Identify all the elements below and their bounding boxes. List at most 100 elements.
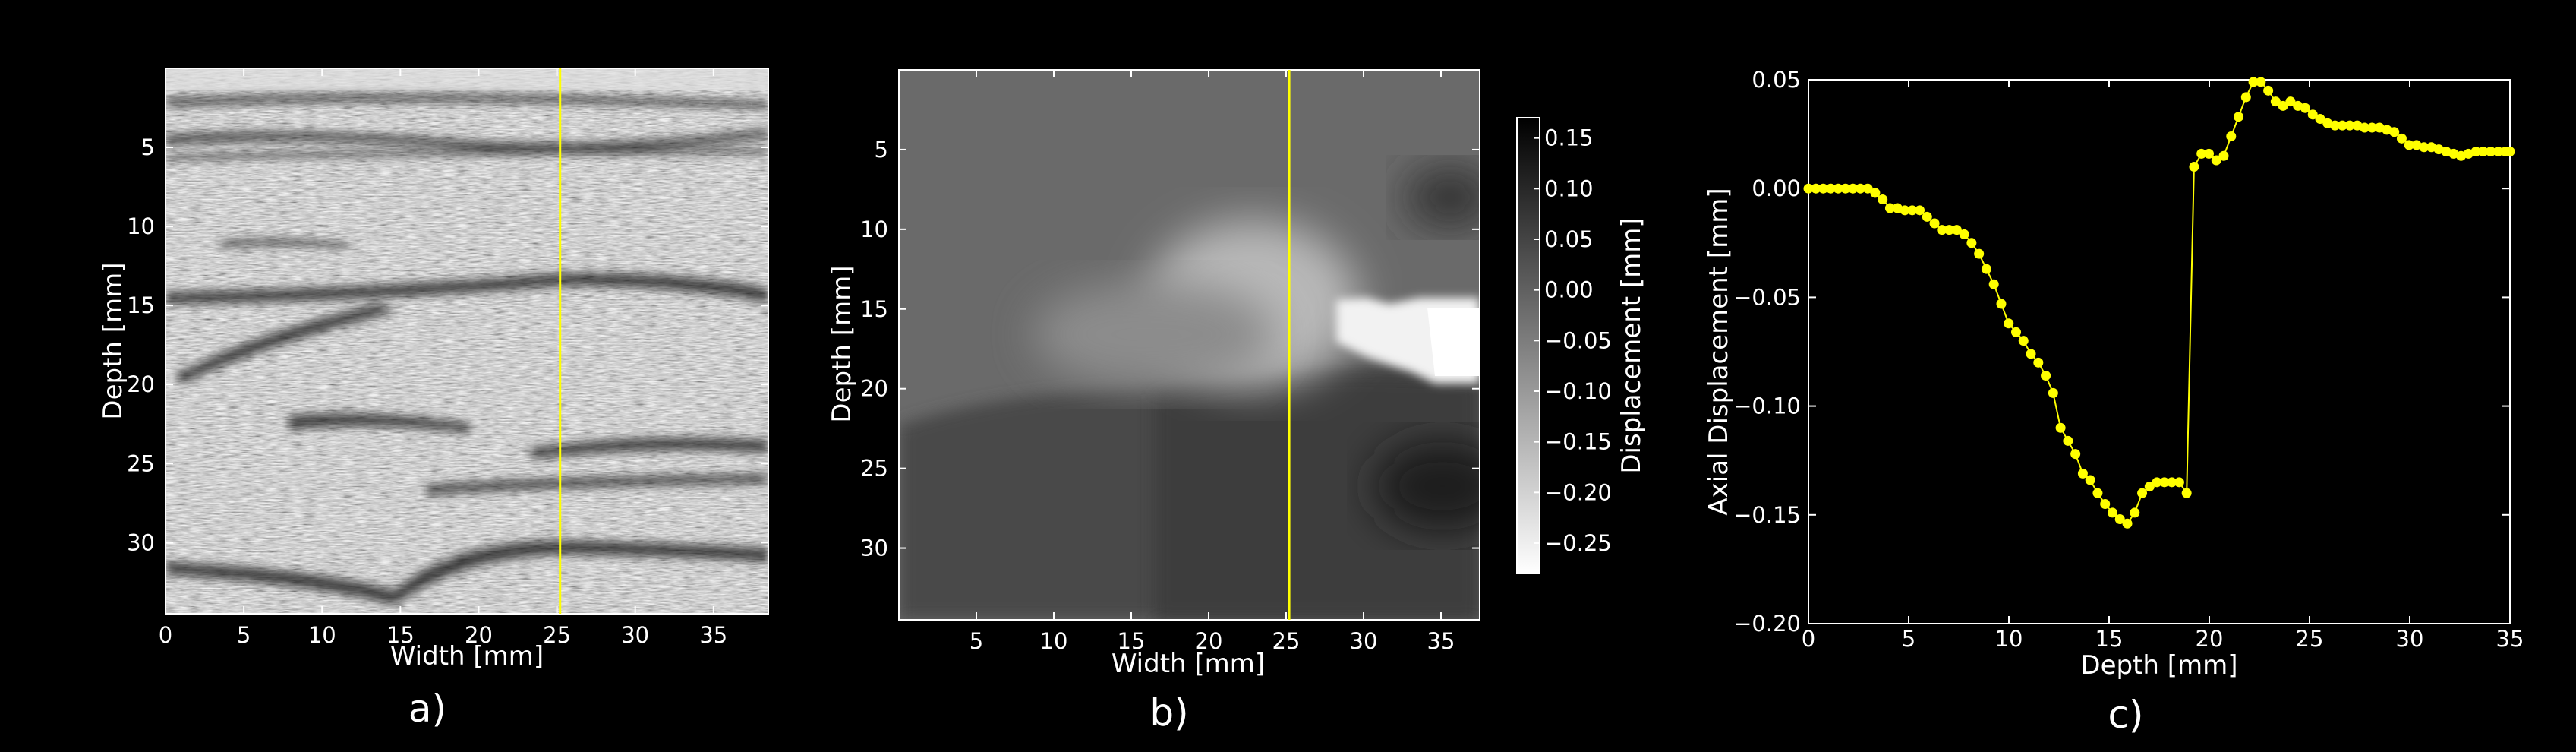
data-point [2456,150,2467,161]
x-tick-label: 35 [699,622,727,648]
y-ticks: 5 10 15 20 25 30 [860,137,1480,561]
data-point [1848,183,1859,194]
data-point [2011,327,2022,337]
data-point [1944,225,1955,235]
colorbar-tick-label: −0.10 [1544,378,1612,404]
data-point [2470,147,2481,157]
data-point [1862,183,1873,194]
data-point [2211,155,2221,166]
x-ticks: 0 5 10 15 20 25 30 35 [159,68,727,648]
colorbar-tick-label: −0.20 [1544,479,1612,505]
x-tick-label: 5 [970,628,983,654]
panel-a-ultrasound-image: 0 5 10 15 20 25 30 35 5 10 15 20 25 30 Width [mm] De… [98,68,769,731]
data-point [2352,120,2363,131]
y-tick-label: 0.05 [1751,67,1801,93]
y-tick-label: 5 [141,134,155,160]
data-point [2226,131,2237,141]
data-point [2322,118,2333,128]
x-axis-label: Depth [mm] [2080,650,2237,681]
data-point [2426,142,2437,153]
y-tick-label: 5 [875,137,888,163]
data-point [2330,120,2341,131]
data-point [1981,264,1991,274]
y-tick-label: −0.20 [1733,611,1801,637]
data-point [2218,150,2229,161]
data-point [1884,203,1895,213]
data-point [2263,85,2274,96]
data-point [1937,225,1947,235]
y-tick-label: −0.05 [1733,284,1801,310]
data-point [2018,336,2029,346]
data-point [2248,77,2259,87]
colorbar-tick-label: −0.15 [1544,429,1612,455]
data-point [2389,127,2400,137]
data-point [2085,475,2095,485]
x-tick-label: 10 [308,622,336,648]
x-ticks: 5 10 15 20 25 30 35 [970,70,1455,654]
data-point [2419,142,2429,153]
y-tick-label: 0.00 [1751,175,1801,201]
colorbar-tick-label: 0.05 [1544,226,1594,252]
y-tick-label: 25 [127,450,155,476]
y-tick-label: 15 [860,296,888,322]
data-point [2448,148,2459,159]
series-line [1808,81,2510,525]
data-point [1900,205,1910,216]
x-axis-label: Width [mm] [390,641,544,671]
y-tick-label: 10 [127,213,155,239]
data-point [2041,371,2051,381]
colorbar: 0.15 0.10 0.05 0.00 −0.05 −0.10 −0.15 −0.20 −0.2… [1516,117,1647,574]
data-point [1870,188,1881,198]
panel-label-b: b) [1149,690,1188,735]
data-point [1811,183,1821,194]
data-point [1878,194,1888,205]
data-point [1840,183,1851,194]
data-point [2107,507,2117,518]
data-point [2278,100,2288,111]
x-tick-label: 15 [386,622,415,648]
data-point [2026,349,2036,359]
data-point [2293,100,2303,111]
data-point [2004,318,2014,329]
x-tick-label: 35 [1427,628,1455,654]
x-tick-label: 30 [621,622,649,648]
data-point [2189,162,2199,172]
data-point [2463,148,2474,159]
data-point [2100,498,2111,509]
y-tick-label: 30 [127,529,155,555]
ultrasound-image [166,68,768,614]
y-ticks: 5 10 15 20 25 30 [127,134,768,555]
data-point [1825,183,1836,194]
data-point [1907,205,1918,216]
y-tick-label: 20 [127,371,155,397]
data-point [2033,357,2044,368]
panel-c-axial-displacement-plot: 0 5 10 15 20 25 30 35 0.05 0.00 −0.05 −0.10 −0.15 −0… [1704,67,2524,737]
data-point [2122,518,2133,529]
y-tick-label: 25 [860,456,888,482]
x-tick-label: 20 [465,622,493,648]
displacement-map [899,70,1480,620]
data-point [2307,109,2318,120]
data-point [2063,435,2073,446]
data-point [2433,144,2444,155]
x-tick-label: 10 [1995,626,2023,652]
x-tick-label: 5 [1902,626,1915,652]
data-point [1988,279,1999,289]
data-point [1855,183,1865,194]
data-point [2240,92,2251,103]
data-point [2374,122,2385,133]
plot-frame [1808,79,2511,624]
y-tick-label: 30 [860,536,888,561]
colorbar-gradient [1517,118,1540,573]
data-point [2048,387,2058,398]
panel-b-displacement-map: 5 10 15 20 25 30 35 5 10 15 20 25 30 Width [mm] Dep… [827,69,1647,735]
x-tick-label: 30 [2396,626,2424,652]
data-point [2256,77,2266,87]
data-point [2478,147,2489,157]
colorbar-frame [1516,117,1540,574]
data-point [2092,488,2103,498]
data-point [1833,183,1843,194]
data-point [2285,96,2296,107]
data-point [1959,229,1969,239]
data-point [2159,477,2170,488]
